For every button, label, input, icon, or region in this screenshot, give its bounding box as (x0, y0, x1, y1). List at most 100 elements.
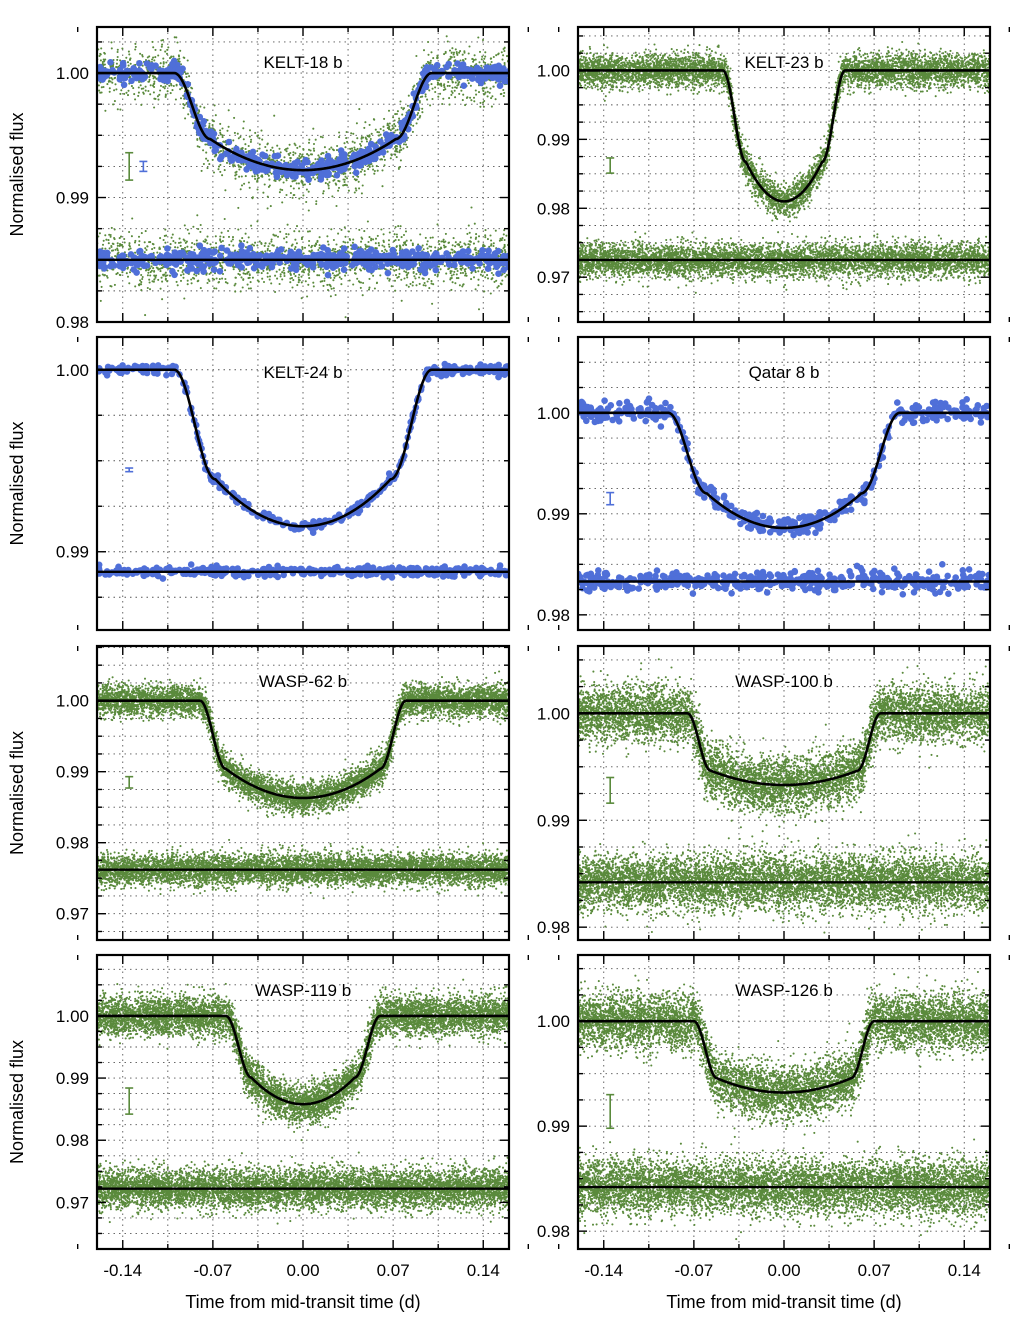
series-blue (97, 360, 509, 582)
residual-point (187, 561, 195, 568)
data-point (445, 72, 453, 80)
data-point (460, 82, 468, 89)
residual-point (704, 572, 711, 579)
plot-area (578, 955, 990, 1249)
data-point (131, 66, 138, 74)
residual-point (925, 568, 933, 575)
data-point (128, 77, 135, 85)
residual-point (791, 568, 799, 576)
residual-point (254, 571, 262, 579)
residual-point (415, 245, 422, 252)
plot-area (97, 955, 509, 1249)
data-point (609, 416, 616, 424)
panel-title: WASP-119 b (255, 981, 351, 1000)
residual-point (265, 563, 273, 571)
data-point (351, 151, 358, 159)
data-point (952, 413, 959, 421)
residual-point (711, 570, 719, 578)
data-point (915, 403, 923, 411)
residual-point (210, 266, 218, 274)
ticks (76, 646, 530, 940)
panel: 0.98 0.99 1.00 KELT-18 b (56, 25, 530, 332)
residual-point (268, 263, 276, 271)
data-point (120, 81, 128, 89)
residual-point (623, 584, 631, 592)
data-point (424, 376, 432, 383)
residual-point (869, 585, 877, 593)
data-point (973, 405, 980, 413)
y-tick-label: 0.97 (56, 905, 89, 924)
data-point (907, 415, 915, 423)
series-blue (97, 57, 509, 279)
residual-point (245, 572, 252, 580)
model-curve (97, 1014, 509, 1106)
data-point (859, 496, 866, 504)
data-point (500, 75, 508, 82)
residual-points (578, 1138, 990, 1241)
residual-point (964, 583, 972, 590)
residual-point (401, 571, 408, 579)
residual-point (899, 591, 907, 598)
residual-point (689, 590, 697, 597)
y-tick-label: 0.99 (537, 1117, 570, 1136)
y-tick-label: 0.99 (537, 505, 570, 524)
plot-area (578, 27, 990, 322)
residual-point (929, 586, 936, 593)
residual-point (274, 562, 281, 570)
error-bar (125, 775, 134, 789)
data-point (710, 486, 717, 493)
data-point (635, 406, 642, 413)
error-bar (125, 151, 134, 181)
y-tick-label: 1.00 (537, 61, 570, 80)
y-tick-label: 0.99 (537, 811, 570, 830)
residual-point (939, 584, 947, 591)
data-points (97, 670, 509, 820)
residual-point (806, 569, 813, 577)
data-point (271, 152, 279, 160)
data-point (259, 151, 266, 158)
data-point (476, 369, 484, 377)
data-point (211, 147, 218, 155)
data-point (701, 494, 708, 501)
data-point (623, 398, 631, 406)
residual-point (349, 261, 356, 269)
residual-point (97, 259, 104, 267)
data-point (175, 66, 183, 73)
residual-point (722, 585, 729, 592)
residual-point (259, 260, 266, 268)
residual-point (602, 569, 610, 577)
panel: 0.98 0.99 1.00 Qatar 8 b (537, 335, 1011, 632)
residual-point (977, 583, 985, 591)
residual-point (485, 247, 492, 254)
residual-point (199, 564, 207, 572)
residual-point (290, 251, 298, 258)
residual-point (352, 250, 360, 258)
residual-point (715, 584, 722, 592)
y-tick-label: 0.99 (56, 543, 89, 562)
y-tick-label: 0.98 (537, 199, 570, 218)
residual-point (910, 589, 918, 596)
ticks (76, 337, 530, 630)
residual-point (615, 574, 623, 581)
residual-point (261, 572, 268, 579)
x-tick-label: -0.14 (584, 1261, 623, 1280)
model-curve (97, 71, 509, 172)
data-point (894, 399, 901, 406)
residual-point (227, 251, 235, 259)
residual-point (853, 562, 861, 570)
residual-point (384, 269, 392, 277)
residual-point (390, 250, 398, 258)
series-green (578, 970, 990, 1241)
residual-point (217, 252, 224, 260)
residual-point (378, 263, 386, 270)
x-tick-label: 0.14 (948, 1261, 981, 1280)
residual-point (959, 567, 967, 574)
residual-point (789, 585, 796, 592)
residual-point (478, 252, 486, 259)
data-point (977, 419, 985, 426)
residual-point (365, 249, 372, 257)
y-tick-label: 1.00 (537, 1012, 570, 1031)
residual-point (939, 561, 946, 568)
x-tick-label: -0.14 (103, 1261, 142, 1280)
